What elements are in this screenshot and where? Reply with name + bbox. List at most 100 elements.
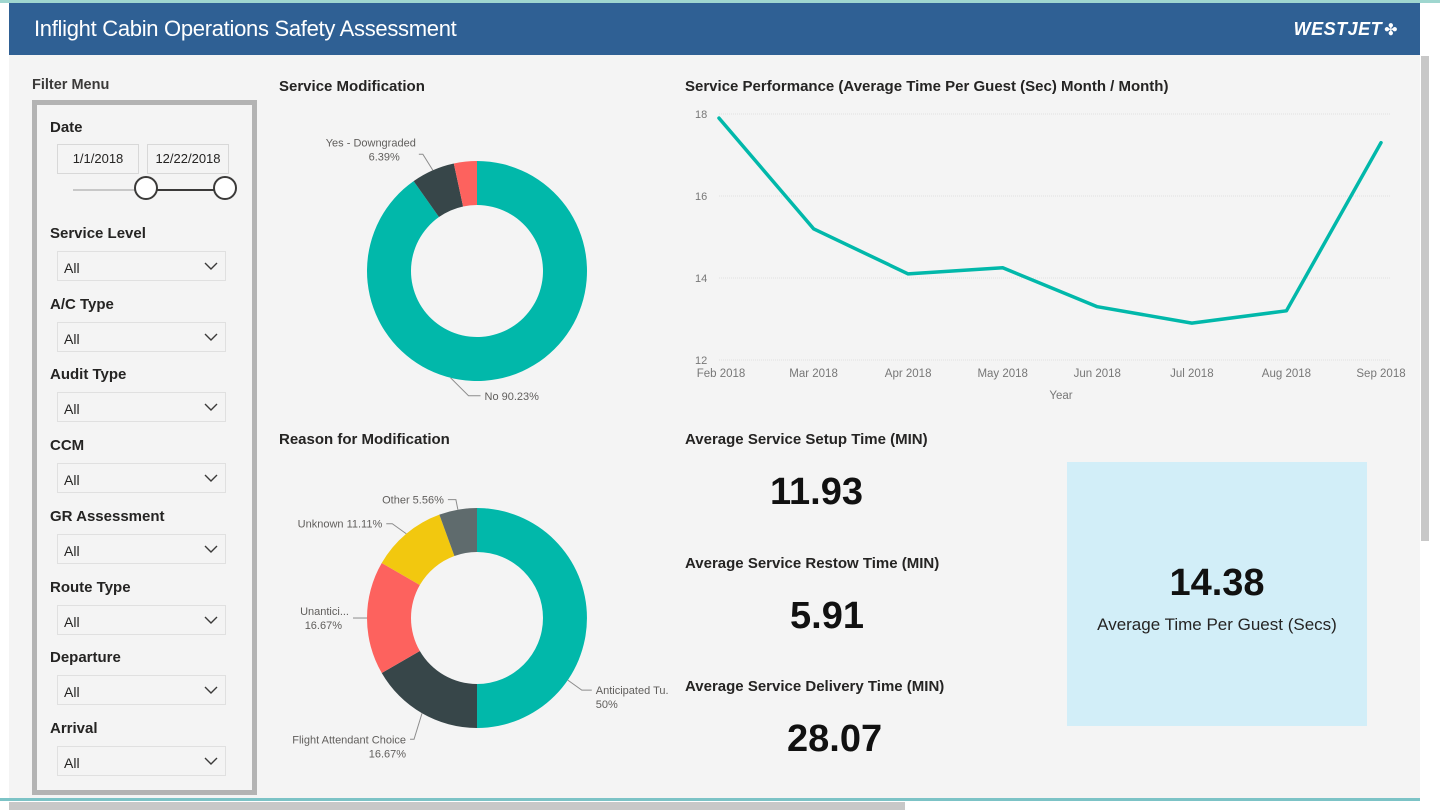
vertical-scrollbar-thumb[interactable] <box>1421 56 1429 541</box>
x-tick-label: May 2018 <box>977 368 1028 380</box>
chevron-down-icon <box>204 757 218 765</box>
chevron-down-icon <box>204 474 218 483</box>
x-tick-label: Apr 2018 <box>885 368 932 380</box>
maple-leaf-icon: ✤ <box>1384 22 1398 39</box>
report-title-bold: Inflight <box>34 16 97 41</box>
restow-time-value: 5.91 <box>790 595 864 637</box>
report-canvas: Inflight Cabin Operations Safety Assessm… <box>9 3 1420 798</box>
top-accent-line <box>0 0 1440 3</box>
service-performance-title: Service Performance (Average Time Per Gu… <box>685 78 1169 95</box>
donut-slice-no <box>367 161 587 381</box>
series-line <box>717 116 1383 325</box>
y-tick-label: 18 <box>695 109 707 121</box>
setup-time-title: Average Service Setup Time (MIN) <box>685 431 928 448</box>
label-no: No 90.23% <box>485 391 540 403</box>
filter-dropdown-departure[interactable]: All <box>57 675 226 706</box>
dropdown-value: All <box>64 330 80 347</box>
donut-slice-other <box>453 161 477 207</box>
report-title-rest: Cabin Operations Safety Assessment <box>96 16 457 41</box>
filter-dropdown-route-type[interactable]: All <box>57 604 226 635</box>
reason-for-modification-title: Reason for Modification <box>279 431 450 448</box>
chevron-down-icon <box>204 616 218 624</box>
label-yes-downgraded-pct: 6.39% <box>369 151 400 163</box>
x-tick-label: Aug 2018 <box>1262 368 1311 380</box>
dropdown-value: All <box>64 401 80 418</box>
label-flight-attendant-choice: Flight Attendant Choice <box>292 734 406 746</box>
dropdown-value: All <box>64 684 80 701</box>
service-modification-title: Service Modification <box>279 78 425 95</box>
label-other: Other 5.56% <box>382 495 444 507</box>
filter-label-route-type: Route Type <box>50 578 131 596</box>
filter-label-audit-type: Audit Type <box>50 366 127 384</box>
avg-time-per-guest-label: Average Time Per Guest (Secs) <box>1097 615 1337 634</box>
dropdown-value: All <box>64 754 80 771</box>
horizontal-scrollbar-thumb[interactable] <box>9 802 905 810</box>
x-tick-label: Sep 2018 <box>1356 368 1405 380</box>
label-unanticipated-pct: 16.67% <box>305 620 343 632</box>
report-title: Inflight Cabin Operations Safety Assessm… <box>34 16 457 42</box>
date-filter-label: Date <box>50 119 83 136</box>
filter-label-ccm: CCM <box>50 437 85 455</box>
dropdown-value: All <box>64 542 80 559</box>
report-header: Inflight Cabin Operations Safety Assessm… <box>9 3 1420 55</box>
avg-time-per-guest-value: 14.38 <box>1169 562 1265 604</box>
avg-time-per-guest-card: 14.38 Average Time Per Guest (Secs) <box>1067 462 1367 726</box>
label-unanticipated: Unantici... <box>300 606 349 618</box>
filter-label-departure: Departure <box>50 649 121 667</box>
x-tick-label: Jun 2018 <box>1074 368 1121 380</box>
delivery-time-title: Average Service Delivery Time (MIN) <box>685 678 945 695</box>
bottom-accent-line <box>0 798 1420 801</box>
label-anticipated: Anticipated Tu... <box>596 685 669 697</box>
y-tick-label: 12 <box>695 355 707 367</box>
filter-dropdown-gr-assessment[interactable]: All <box>57 533 226 564</box>
reason-for-modification-donut-chart: Anticipated Tu... 50% Flight Attendant Cho… <box>292 495 669 761</box>
slider-start-handle[interactable] <box>133 176 158 200</box>
x-tick-label: Mar 2018 <box>789 368 838 380</box>
y-tick-label: 14 <box>695 273 707 285</box>
horizontal-scrollbar[interactable] <box>0 798 1440 810</box>
restow-time-title: Average Service Restow Time (MIN) <box>685 555 940 572</box>
label-anticipated-pct: 50% <box>596 699 618 711</box>
leader-line-no <box>450 377 481 397</box>
donut-slice-other <box>439 508 477 556</box>
label-yes-downgraded: Yes - Downgraded <box>326 137 416 149</box>
x-axis-label: Year <box>1049 390 1072 402</box>
filter-label-arrival: Arrival <box>50 719 98 737</box>
filter-label-service-level: Service Level <box>50 225 146 242</box>
y-tick-label: 16 <box>695 191 707 203</box>
donut-slice-flight-attendant-choice <box>381 651 478 728</box>
leader-line-unknown <box>386 523 407 535</box>
leader-line-yes-downgraded <box>418 153 434 171</box>
chevron-down-icon <box>204 545 218 553</box>
setup-time-value: 11.93 <box>770 471 863 513</box>
chevron-down-icon <box>204 403 218 412</box>
leader-line-anticipated <box>567 679 592 691</box>
delivery-time-value: 28.07 <box>787 718 883 760</box>
slider-range-fill <box>145 189 225 191</box>
date-start-input[interactable]: 1/1/2018 <box>57 144 139 174</box>
donut-slice-unantici- <box>367 563 420 674</box>
donut-slice-unknown <box>381 514 455 586</box>
filter-dropdown-a-c-type[interactable]: All <box>57 321 226 352</box>
filter-menu-label: Filter Menu <box>32 77 110 93</box>
service-performance-line-chart: 12 14 16 18 Feb 2018 Mar 2018 Apr 2018 May 2018… <box>695 109 1406 402</box>
leader-line-other <box>447 499 459 510</box>
label-flight-attendant-choice-pct: 16.67% <box>369 748 407 760</box>
westjet-logo: WESTJET ✤ <box>1294 19 1398 40</box>
filter-label-gr-assessment: GR Assessment <box>50 507 165 525</box>
chevron-down-icon <box>204 686 218 695</box>
filter-dropdown-service-level[interactable]: All <box>57 251 226 281</box>
donut-slice-yes-downgraded <box>413 163 464 218</box>
filter-dropdown-audit-type[interactable]: All <box>57 392 226 423</box>
service-modification-donut-chart: No 90.23% Yes - Downgraded 6.39% <box>326 137 587 403</box>
filter-panel: Date 1/1/2018 12/22/2018 Service Level Al… <box>32 100 257 795</box>
filter-dropdown-ccm[interactable]: All <box>57 463 226 494</box>
filter-label-a-c-type: A/C Type <box>50 295 114 313</box>
dropdown-value: All <box>64 260 80 276</box>
label-unknown: Unknown 11.11% <box>298 519 383 531</box>
date-end-input[interactable]: 12/22/2018 <box>147 144 229 174</box>
filter-dropdown-arrival[interactable]: All <box>57 745 226 776</box>
slider-end-handle[interactable] <box>213 176 237 200</box>
dropdown-value: All <box>64 613 80 630</box>
leader-line-flight-attendant-choice <box>410 713 423 740</box>
